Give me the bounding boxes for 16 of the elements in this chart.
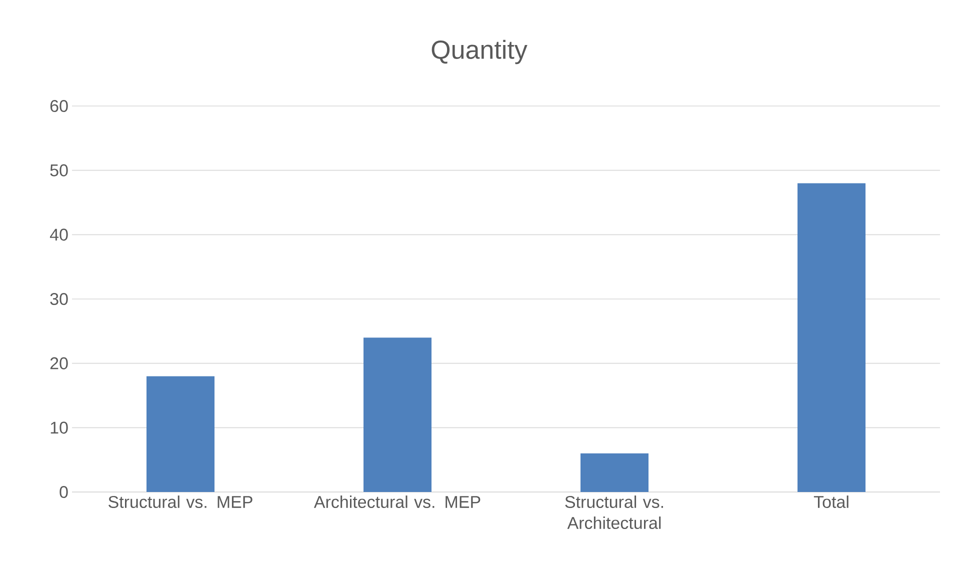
y-tick-label: 50 — [50, 164, 68, 176]
y-tick-label: 20 — [50, 357, 68, 370]
bar — [146, 376, 214, 492]
bar — [364, 338, 432, 492]
x-tick-label: Structural vs. MEP — [108, 496, 252, 508]
y-tick-label: 10 — [50, 422, 68, 434]
chart-title: Quantity — [432, 40, 528, 64]
x-tick-label: Structural vs. Architectural — [565, 496, 664, 530]
bar — [798, 183, 866, 492]
y-tick-label: 30 — [50, 292, 68, 306]
y-tick-label: 60 — [50, 100, 68, 112]
y-tick-label: 0 — [60, 486, 68, 498]
x-tick-label: Total — [814, 496, 848, 508]
y-tick-label: 40 — [50, 228, 68, 241]
x-tick-label: Architectural vs. MEP — [314, 496, 480, 508]
bar — [580, 453, 649, 492]
